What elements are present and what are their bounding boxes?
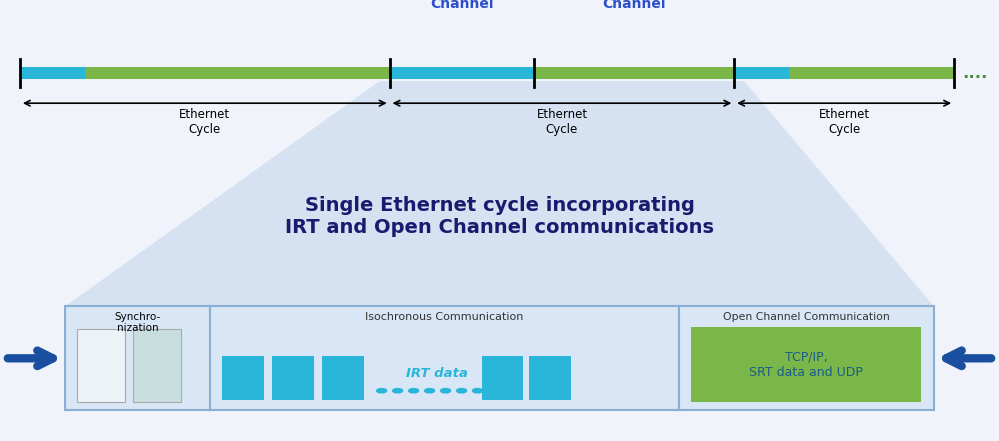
Bar [734, 67, 789, 79]
Text: IRT
Channel: IRT Channel [431, 0, 494, 11]
Text: Ethernet
Cycle: Ethernet Cycle [179, 108, 231, 136]
Text: IRT data: IRT data [406, 366, 468, 380]
Circle shape [377, 389, 387, 393]
FancyBboxPatch shape [133, 329, 181, 402]
Bar [322, 356, 364, 400]
Text: TCP/IP,
SRT data and UDP: TCP/IP, SRT data and UDP [749, 351, 863, 379]
Bar [534, 67, 734, 79]
Bar [529, 356, 571, 400]
Text: Open
Channel: Open Channel [602, 0, 666, 11]
Bar [272, 356, 314, 400]
FancyBboxPatch shape [691, 327, 921, 402]
Text: Ethernet
Cycle: Ethernet Cycle [536, 108, 587, 136]
FancyBboxPatch shape [65, 306, 934, 410]
Circle shape [489, 389, 499, 393]
Circle shape [441, 389, 451, 393]
FancyBboxPatch shape [77, 329, 125, 402]
Circle shape [393, 389, 403, 393]
Bar [482, 356, 523, 400]
Polygon shape [65, 81, 934, 306]
Bar [222, 356, 264, 400]
Bar [20, 67, 85, 79]
Text: Isochronous Communication: Isochronous Communication [366, 312, 523, 322]
Text: Synchro-
nization: Synchro- nization [114, 312, 161, 333]
Circle shape [457, 389, 467, 393]
Text: ....: .... [962, 64, 988, 82]
Bar [85, 67, 390, 79]
Bar [789, 67, 954, 79]
Text: Open Channel Communication: Open Channel Communication [723, 312, 890, 322]
Text: Ethernet
Cycle: Ethernet Cycle [818, 108, 870, 136]
Circle shape [409, 389, 419, 393]
Circle shape [425, 389, 435, 393]
Bar [390, 67, 534, 79]
Text: Single Ethernet cycle incorporating
IRT and Open Channel communications: Single Ethernet cycle incorporating IRT … [285, 196, 714, 236]
Circle shape [473, 389, 483, 393]
